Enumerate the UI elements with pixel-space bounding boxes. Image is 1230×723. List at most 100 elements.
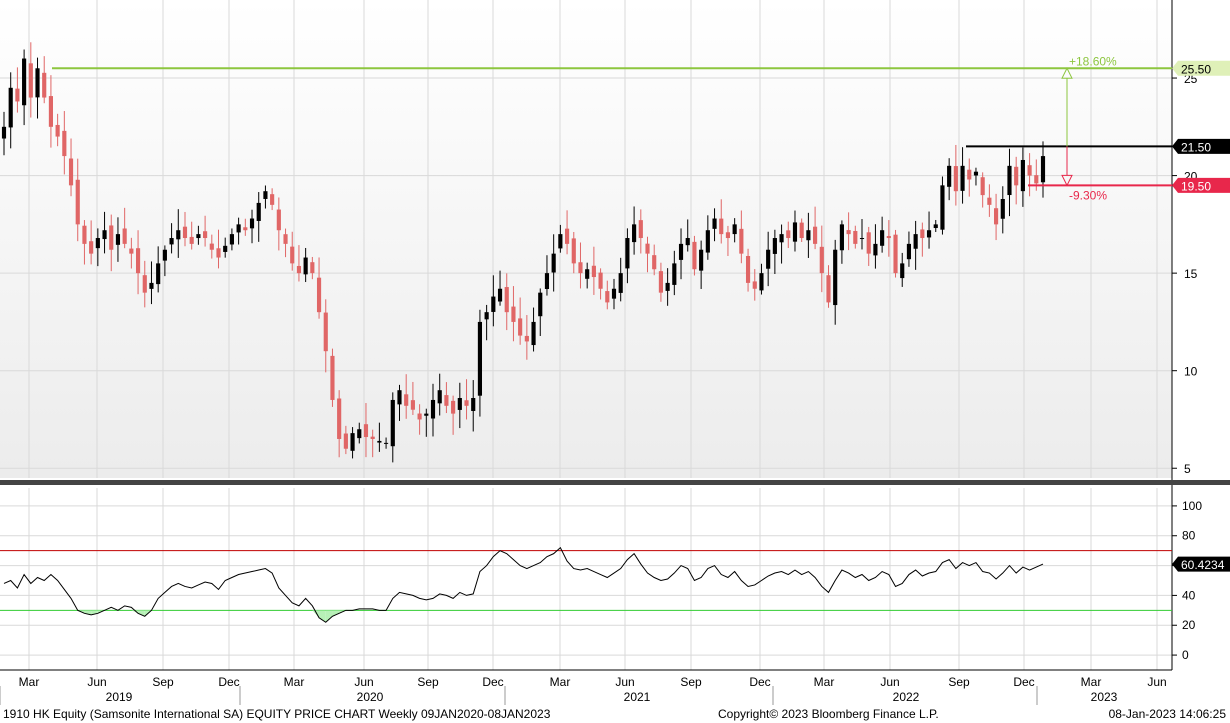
candle-body xyxy=(993,208,999,225)
rsi-oversold-fill xyxy=(131,610,139,614)
candle-body xyxy=(813,226,818,244)
candle-body xyxy=(833,249,838,306)
candle-body xyxy=(712,218,717,229)
rsi-oversold-fill xyxy=(325,610,333,623)
rsi-tick-label: 0 xyxy=(1182,648,1189,662)
candle-body xyxy=(645,243,650,254)
candle-body xyxy=(62,130,67,157)
x-year-label: 2022 xyxy=(893,690,920,704)
candle-body xyxy=(518,318,523,336)
candle-body xyxy=(786,230,791,239)
candle-body xyxy=(424,413,429,416)
candle-body xyxy=(544,273,550,290)
candle-body xyxy=(122,228,127,244)
candle-body xyxy=(115,234,121,245)
candle-body xyxy=(223,245,228,252)
candle-body xyxy=(1,126,7,139)
candle-body xyxy=(8,87,13,128)
x-month-label: Mar xyxy=(1081,675,1102,689)
candle-body xyxy=(263,191,268,199)
candle-body xyxy=(310,262,315,274)
candle-body xyxy=(323,312,328,352)
candle-body xyxy=(109,225,114,250)
x-month-label: Sep xyxy=(152,675,174,689)
candle-body xyxy=(980,177,985,196)
candle-body xyxy=(806,230,811,241)
candle-body xyxy=(75,179,80,225)
footer-timestamp: 08-Jan-2023 14:06:25 xyxy=(1108,707,1226,721)
candle-body xyxy=(920,229,925,239)
candle-body xyxy=(229,234,234,245)
candle-body xyxy=(752,281,757,289)
rsi-tick-label: 40 xyxy=(1182,588,1196,602)
candle-body xyxy=(725,232,731,239)
x-month-label: Sep xyxy=(680,675,702,689)
candle-body xyxy=(591,265,596,278)
candle-body xyxy=(68,158,74,186)
x-month-label: Dec xyxy=(482,675,503,689)
candle-body xyxy=(1014,166,1019,186)
candle-body xyxy=(249,218,255,229)
price-tick-label: 5 xyxy=(1184,462,1191,476)
candle-body xyxy=(967,169,972,180)
candle-body xyxy=(135,248,141,274)
candle-body xyxy=(893,234,898,274)
candle-body xyxy=(162,249,167,261)
candle-body xyxy=(940,185,945,230)
level-label: 21.50 xyxy=(1181,140,1211,154)
level-label-bg xyxy=(1172,60,1230,76)
candle-body xyxy=(1020,159,1025,192)
candle-body xyxy=(732,224,737,235)
candle-body xyxy=(886,236,891,239)
candle-body xyxy=(960,165,965,191)
candle-body xyxy=(497,288,503,302)
candle-body xyxy=(699,249,704,271)
candle-body xyxy=(370,436,375,439)
x-month-label: Jun xyxy=(354,675,373,689)
candle-body xyxy=(404,394,409,406)
x-month-label: Sep xyxy=(417,675,439,689)
candle-body xyxy=(745,255,751,283)
candle-body xyxy=(35,68,40,98)
x-month-label: Jun xyxy=(1147,675,1166,689)
candle-body xyxy=(859,238,865,240)
candle-body xyxy=(196,234,201,239)
candle-body xyxy=(953,166,958,192)
candle-body xyxy=(209,243,214,250)
rsi-line xyxy=(3,546,1044,623)
candle-body xyxy=(363,424,369,438)
candle-body xyxy=(337,398,342,439)
candle-body xyxy=(42,72,47,98)
candle-body xyxy=(571,238,576,264)
candle-body xyxy=(216,248,221,258)
candle-body xyxy=(283,234,288,244)
candle-body xyxy=(243,227,248,231)
candle-body xyxy=(665,282,670,291)
candle-body xyxy=(759,273,764,291)
candle-body xyxy=(766,249,771,269)
candle-body xyxy=(296,265,302,274)
chart-footer: 1910 HK Equity (Samsonite International … xyxy=(0,705,1230,723)
candle-body xyxy=(290,246,295,264)
candle-body xyxy=(142,275,147,293)
candle-body xyxy=(551,253,556,273)
price-tick-label: 10 xyxy=(1184,365,1198,379)
candle-body xyxy=(531,321,536,346)
x-year-label: 2020 xyxy=(357,690,384,704)
candle-body xyxy=(176,230,181,240)
candle-body xyxy=(866,232,871,254)
candle-body xyxy=(82,225,87,244)
candle-body xyxy=(149,282,154,289)
candle-body xyxy=(558,234,563,249)
candle-body xyxy=(652,255,657,270)
x-month-label: Mar xyxy=(284,675,305,689)
rsi-last-label-bg xyxy=(1172,556,1230,572)
candle-body xyxy=(792,222,798,242)
candle-body xyxy=(397,390,402,405)
candle-body xyxy=(203,231,208,239)
candle-body xyxy=(511,306,516,322)
level-label: 19.50 xyxy=(1181,179,1211,193)
rsi-panel-bg xyxy=(0,488,1172,670)
candle-body xyxy=(705,230,710,253)
candle-body xyxy=(846,230,851,235)
